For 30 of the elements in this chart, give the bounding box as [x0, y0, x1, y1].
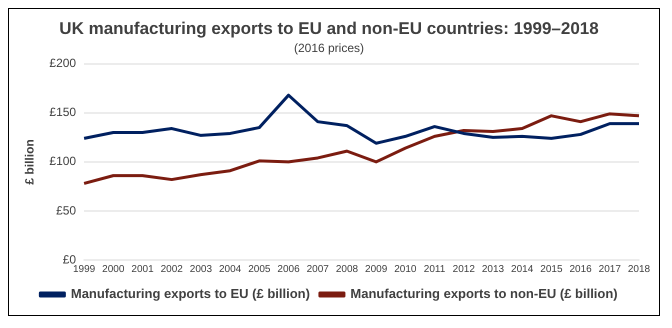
- y-tick-label: £200: [49, 56, 76, 70]
- x-tick-label: 2002: [160, 264, 184, 275]
- chart-title: UK manufacturing exports to EU and non-EU countries: 1999–2018: [59, 18, 599, 38]
- y-tick-label: £100: [49, 154, 76, 168]
- x-tick-label: 2012: [452, 264, 476, 275]
- x-tick-label: 2000: [102, 264, 125, 275]
- x-tick-label: 2004: [219, 264, 242, 275]
- x-tick-label: 2016: [569, 264, 592, 275]
- chart-subtitle: (2016 prices): [294, 40, 364, 55]
- x-tick-label: 2008: [336, 264, 359, 275]
- y-tick-label: £50: [56, 203, 76, 218]
- x-tick-label: 2014: [511, 264, 534, 275]
- x-tick-label: 2017: [598, 264, 622, 275]
- x-tick-label: 2007: [306, 264, 330, 275]
- y-tick-label: £150: [49, 105, 76, 120]
- legend-label: Manufacturing exports to non-EU (£ billion): [350, 286, 618, 302]
- x-tick-label: 2015: [540, 264, 563, 275]
- x-tick-label: 2013: [482, 264, 505, 275]
- legend-label: Manufacturing exports to EU (£ billion): [70, 286, 310, 302]
- x-tick-label: 1999: [72, 264, 96, 275]
- x-tick-label: 2009: [365, 264, 388, 275]
- x-tick-label: 2010: [394, 264, 417, 275]
- x-tick-label: 2005: [248, 264, 271, 275]
- x-tick-label: 2003: [190, 264, 212, 275]
- x-tick-label: 2006: [277, 264, 300, 275]
- x-tick-label: 2001: [131, 264, 154, 275]
- x-tick-label: 2011: [424, 264, 446, 275]
- x-tick-label: 2018: [628, 264, 651, 275]
- y-tick-label: £0: [62, 252, 76, 266]
- y-axis-title: £ billion: [22, 139, 37, 185]
